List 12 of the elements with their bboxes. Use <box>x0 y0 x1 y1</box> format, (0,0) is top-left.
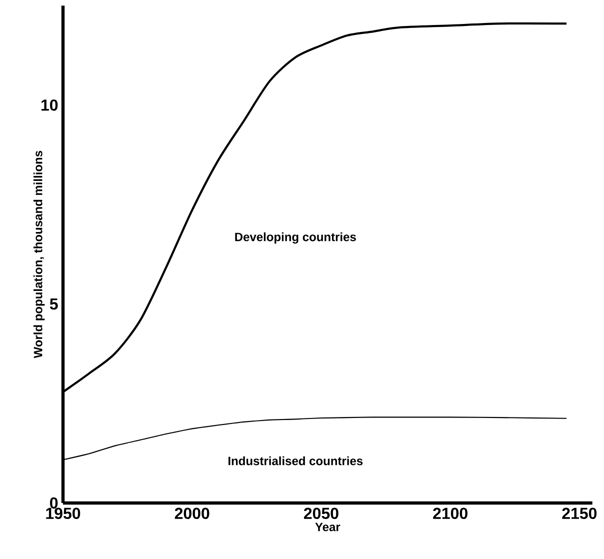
x-tick-label: 2150 <box>562 508 597 520</box>
x-tick-label: 2000 <box>174 508 210 520</box>
y-axis-title: World population, thousand millions <box>33 150 45 358</box>
y-tick-label: 10 <box>42 99 58 111</box>
x-tick-label: 2100 <box>433 508 468 520</box>
x-tick-label: 2050 <box>304 508 338 520</box>
x-tick-label: 1950 <box>46 508 80 520</box>
y-tick-label: 0 <box>50 497 58 509</box>
y-tick-label: 5 <box>50 298 58 310</box>
x-axis-title: Year <box>315 522 340 532</box>
series-label: Developing countries <box>235 232 356 244</box>
series-label: Industrialised countries <box>228 456 363 466</box>
